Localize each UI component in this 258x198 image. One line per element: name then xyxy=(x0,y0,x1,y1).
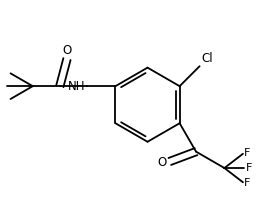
Text: O: O xyxy=(158,156,167,169)
Text: F: F xyxy=(244,178,251,188)
Text: Cl: Cl xyxy=(201,52,213,65)
Text: F: F xyxy=(244,148,251,158)
Text: F: F xyxy=(246,163,252,173)
Text: NH: NH xyxy=(68,80,85,93)
Text: O: O xyxy=(62,44,71,57)
